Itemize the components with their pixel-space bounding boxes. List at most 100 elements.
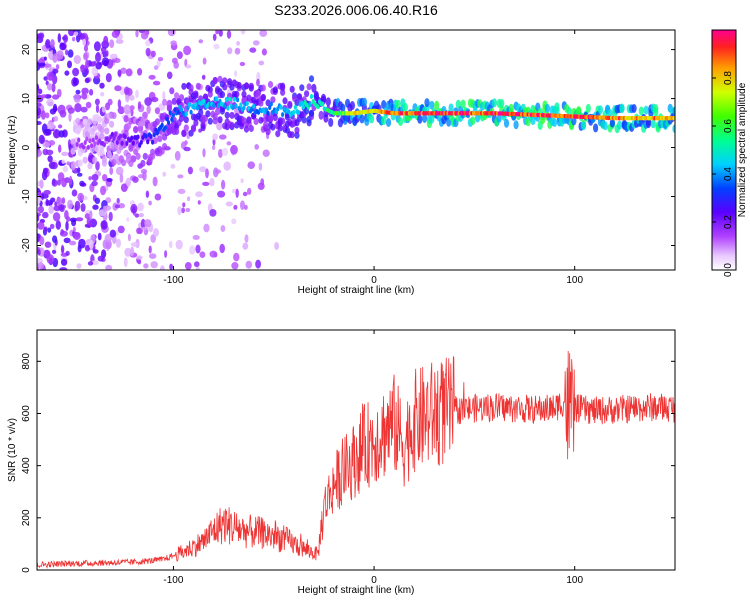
noise-blob — [43, 226, 48, 231]
ridge-haze-blob — [289, 131, 295, 139]
noise-blob — [189, 245, 196, 255]
spectrogram-frame — [36, 29, 676, 271]
noise-blob — [71, 36, 76, 42]
ridge-haze-blob — [602, 121, 608, 131]
ridge-mark — [85, 136, 89, 142]
noise-blob — [187, 166, 193, 175]
ridge-mark — [83, 140, 87, 146]
ridge-mark — [223, 103, 227, 109]
ridge-haze-blob — [318, 110, 324, 120]
noise-blob — [46, 121, 55, 130]
noise-blob — [53, 116, 59, 122]
noise-blob — [56, 50, 64, 60]
ridge-haze-blob — [306, 83, 312, 91]
noise-blob — [260, 178, 265, 186]
ridge-haze-blob — [157, 135, 163, 143]
noise-blob — [85, 101, 92, 109]
noise-blob — [81, 92, 88, 100]
noise-blob — [66, 161, 71, 166]
noise-blob — [137, 202, 144, 212]
noise-blob — [197, 200, 201, 205]
noise-blob — [69, 240, 77, 246]
y-tick-label: 600 — [21, 405, 32, 422]
ridge-haze-blob — [133, 126, 139, 134]
noise-blob — [148, 74, 156, 80]
x-tick-label: 0 — [371, 275, 377, 286]
noise-blob — [226, 30, 232, 39]
noise-blob — [216, 121, 223, 131]
ridge-haze-blob — [263, 121, 269, 129]
noise-blob — [198, 39, 204, 44]
noise-blob — [218, 148, 223, 158]
noise-blob — [240, 178, 244, 184]
noise-blob — [109, 229, 117, 238]
noise-blob — [221, 179, 226, 190]
ridge-haze-blob — [236, 81, 242, 89]
ridge-haze-blob — [294, 126, 300, 134]
ridge-haze-blob — [571, 116, 577, 126]
noise-blob — [37, 102, 42, 107]
noise-blob — [102, 205, 107, 213]
ridge-mark — [167, 120, 171, 126]
ridge-mark — [152, 132, 156, 138]
noise-blob — [52, 68, 59, 74]
ridge-haze-blob — [248, 125, 254, 132]
ridge-mark — [226, 105, 230, 111]
ridge-haze-blob — [672, 106, 675, 116]
ridge-mark — [168, 110, 172, 116]
noise-blob — [234, 70, 238, 77]
noise-blob — [140, 218, 146, 229]
noise-blob — [137, 101, 142, 110]
noise-blob — [73, 93, 81, 103]
noise-blob — [202, 148, 206, 158]
y-tick-label: 200 — [21, 509, 32, 526]
noise-blob — [100, 185, 106, 196]
noise-blob — [60, 258, 68, 266]
noise-blob — [195, 191, 203, 198]
noise-blob — [80, 64, 85, 73]
noise-blob — [52, 212, 61, 222]
noise-blob — [52, 53, 58, 63]
noise-blob — [182, 202, 186, 208]
noise-blob — [94, 197, 101, 204]
noise-blob — [117, 106, 125, 115]
ridge-haze-blob — [224, 111, 230, 119]
noise-blob — [215, 30, 220, 35]
ridge-haze-blob — [270, 123, 276, 131]
ridge-haze-blob — [361, 97, 367, 107]
noise-blob — [199, 166, 207, 173]
noise-blob — [94, 98, 100, 106]
ridge-haze-blob — [275, 130, 281, 138]
ridge-haze-blob — [424, 98, 430, 108]
ridge-mark — [151, 139, 155, 145]
noise-blob — [46, 83, 53, 91]
noise-blob — [77, 167, 81, 174]
noise-blob — [99, 82, 105, 89]
noise-blob — [247, 161, 255, 169]
noise-blob — [116, 238, 121, 248]
noise-blob — [239, 61, 246, 67]
ridge-mark — [88, 138, 92, 144]
ridge-haze-blob — [121, 159, 127, 167]
noise-blob — [80, 182, 87, 187]
noise-blob — [38, 134, 45, 144]
ridge-mark — [266, 110, 270, 116]
noise-blob — [52, 106, 58, 112]
ridge-haze-blob — [195, 82, 201, 90]
noise-blob — [67, 199, 73, 210]
noise-blob — [109, 39, 115, 49]
noise-blob — [170, 163, 176, 169]
ridge-mark — [118, 133, 123, 139]
noise-blob — [91, 66, 99, 77]
noise-blob — [95, 104, 100, 113]
noise-blob — [37, 106, 42, 116]
noise-blob — [148, 245, 152, 254]
ridge-haze-blob — [580, 121, 587, 131]
noise-blob — [45, 112, 50, 119]
ridge-mark — [252, 103, 256, 109]
noise-blob — [93, 41, 101, 52]
noise-blob — [71, 219, 77, 227]
ridge-haze-blob — [301, 116, 307, 124]
noise-blob — [61, 177, 67, 188]
